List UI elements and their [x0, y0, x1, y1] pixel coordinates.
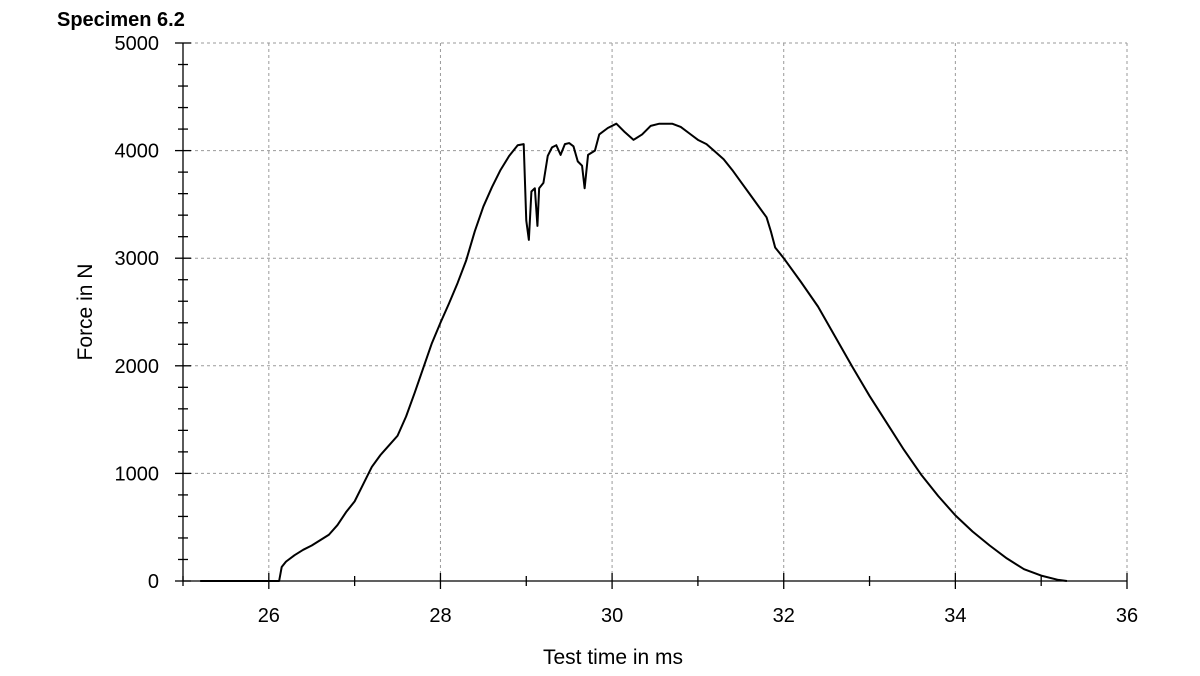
ticks: 26 28 30 32 34 36 0 1000 2000 3000 4000 5000 — [115, 33, 1139, 627]
y-tick-label: 0 — [148, 571, 159, 593]
x-tick-label: 36 — [1116, 605, 1138, 627]
x-tick-label: 34 — [944, 605, 966, 627]
x-tick-label: 32 — [773, 605, 795, 627]
series-layer — [200, 122, 1068, 582]
y-axis-label: Force in N — [74, 264, 97, 361]
x-tick-label: 26 — [258, 605, 280, 627]
axes — [182, 43, 1127, 582]
y-tick-label: 5000 — [115, 33, 160, 55]
y-tick-label: 2000 — [115, 356, 160, 378]
y-tick-label: 4000 — [115, 141, 160, 163]
chart-title: Specimen 6.2 — [57, 9, 185, 31]
force-series-line — [200, 122, 1068, 582]
y-tick-label: 1000 — [115, 463, 160, 485]
x-axis-label: Test time in ms — [543, 646, 683, 669]
x-tick-label: 28 — [429, 605, 451, 627]
x-tick-label: 30 — [601, 605, 623, 627]
grid — [183, 42, 1128, 582]
y-tick-label: 3000 — [115, 248, 160, 270]
